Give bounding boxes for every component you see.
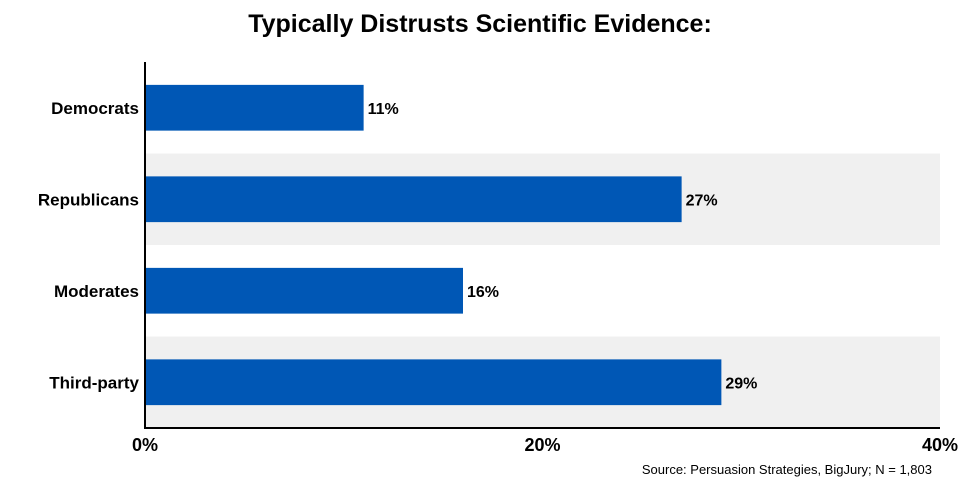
chart-title: Typically Distrusts Scientific Evidence: [248, 10, 712, 38]
bar [145, 176, 682, 223]
value-label: 11% [368, 101, 399, 118]
category-label: Third-party [49, 373, 139, 392]
value-label: 16% [467, 284, 499, 301]
x-tick-labels: 0% 20% 40% [132, 435, 958, 455]
value-labels: 11% 27% 16% 29% [368, 101, 758, 393]
bars [145, 84, 722, 406]
value-label: 27% [686, 192, 718, 209]
bar [145, 359, 722, 406]
axes [144, 62, 940, 429]
value-label: 29% [725, 375, 757, 392]
bar [145, 84, 364, 131]
category-label: Democrats [51, 99, 139, 118]
x-tick-label: 0% [132, 435, 158, 455]
x-tick-label: 20% [524, 435, 560, 455]
x-tick-label: 40% [922, 435, 958, 455]
category-labels: Democrats Republicans Moderates Third-party [38, 99, 140, 393]
category-label: Moderates [54, 282, 139, 301]
bar [145, 267, 463, 314]
category-label: Republicans [38, 190, 139, 209]
source-note: Source: Persuasion Strategies, BigJury; … [641, 462, 932, 477]
